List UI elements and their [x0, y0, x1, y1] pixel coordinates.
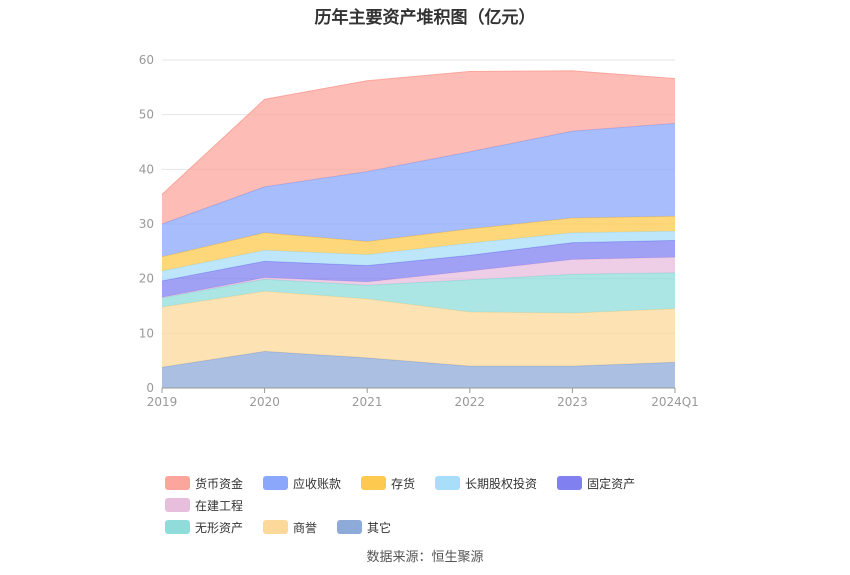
legend-swatch: [263, 476, 289, 490]
legend-swatch: [361, 476, 387, 490]
y-tick-label: 0: [146, 381, 154, 395]
chart-title: 历年主要资产堆积图（亿元）: [314, 8, 536, 28]
legend-label: 在建工程: [195, 498, 244, 513]
legend-swatch: [557, 476, 583, 490]
legend-item[interactable]: 无形资产: [165, 516, 243, 538]
source-note: 数据来源：恒生聚源: [366, 550, 484, 565]
x-tick-label: 2024Q1: [651, 395, 699, 409]
area-series-5[interactable]: [162, 231, 675, 281]
area-series-2[interactable]: [162, 272, 675, 314]
x-tick-label: 2019: [147, 395, 178, 409]
area-series: [161, 70, 676, 388]
area-series-8[interactable]: [162, 70, 675, 225]
legend-swatch: [337, 520, 363, 534]
x-tick-label: 2020: [249, 395, 280, 409]
legend-label: 应收账款: [293, 476, 342, 491]
legend-item[interactable]: 应收账款: [263, 472, 341, 494]
legend-row-2: 无形资产 商誉 其它: [165, 516, 725, 538]
legend-item[interactable]: 商誉: [263, 516, 317, 538]
legend: 货币资金 应收账款 存货 长期股权投资 固定资产在建工程 无形资产 商誉 其它: [165, 472, 725, 538]
y-tick-label: 30: [139, 217, 154, 231]
x-tick-label: 2021: [352, 395, 383, 409]
legend-item[interactable]: 存货: [361, 472, 415, 494]
legend-label: 固定资产: [587, 476, 636, 491]
legend-label: 无形资产: [195, 520, 244, 535]
legend-swatch: [165, 520, 190, 534]
legend-item[interactable]: 固定资产: [557, 472, 635, 494]
area-series-4[interactable]: [162, 240, 675, 298]
area-series-7[interactable]: [162, 123, 675, 257]
legend-item[interactable]: 其它: [337, 516, 391, 538]
area-edge-8: [161, 70, 676, 195]
legend-label: 商誉: [293, 520, 318, 535]
axes: 0 10 20 30 40 50 60 2019 2020 2021 2022 2023 2024Q1: [139, 53, 699, 409]
y-tick-label: 10: [139, 326, 154, 340]
area-series-6[interactable]: [162, 216, 675, 271]
y-tick-label: 50: [139, 108, 154, 122]
legend-item[interactable]: 长期股权投资: [435, 472, 537, 494]
legend-label: 其它: [367, 520, 392, 535]
y-tick-label: 40: [139, 162, 154, 176]
x-tick-label: 2023: [557, 395, 588, 409]
legend-label: 存货: [391, 476, 416, 491]
legend-item[interactable]: 货币资金: [165, 472, 243, 494]
legend-swatch: [165, 476, 190, 490]
area-series-1[interactable]: [162, 291, 675, 368]
legend-swatch: [165, 498, 190, 512]
x-tick-label: 2022: [455, 395, 486, 409]
legend-label: 货币资金: [195, 476, 244, 491]
legend-item[interactable]: 在建工程: [165, 494, 243, 516]
y-tick-label: 60: [139, 53, 154, 67]
legend-swatch: [435, 476, 461, 490]
area-series-0[interactable]: [162, 351, 675, 388]
y-tick-label: 20: [139, 272, 154, 286]
area-series-3[interactable]: [162, 257, 675, 298]
legend-label: 长期股权投资: [465, 476, 538, 491]
legend-row-1: 货币资金 应收账款 存货 长期股权投资 固定资产在建工程: [165, 472, 725, 516]
legend-swatch: [263, 520, 289, 534]
